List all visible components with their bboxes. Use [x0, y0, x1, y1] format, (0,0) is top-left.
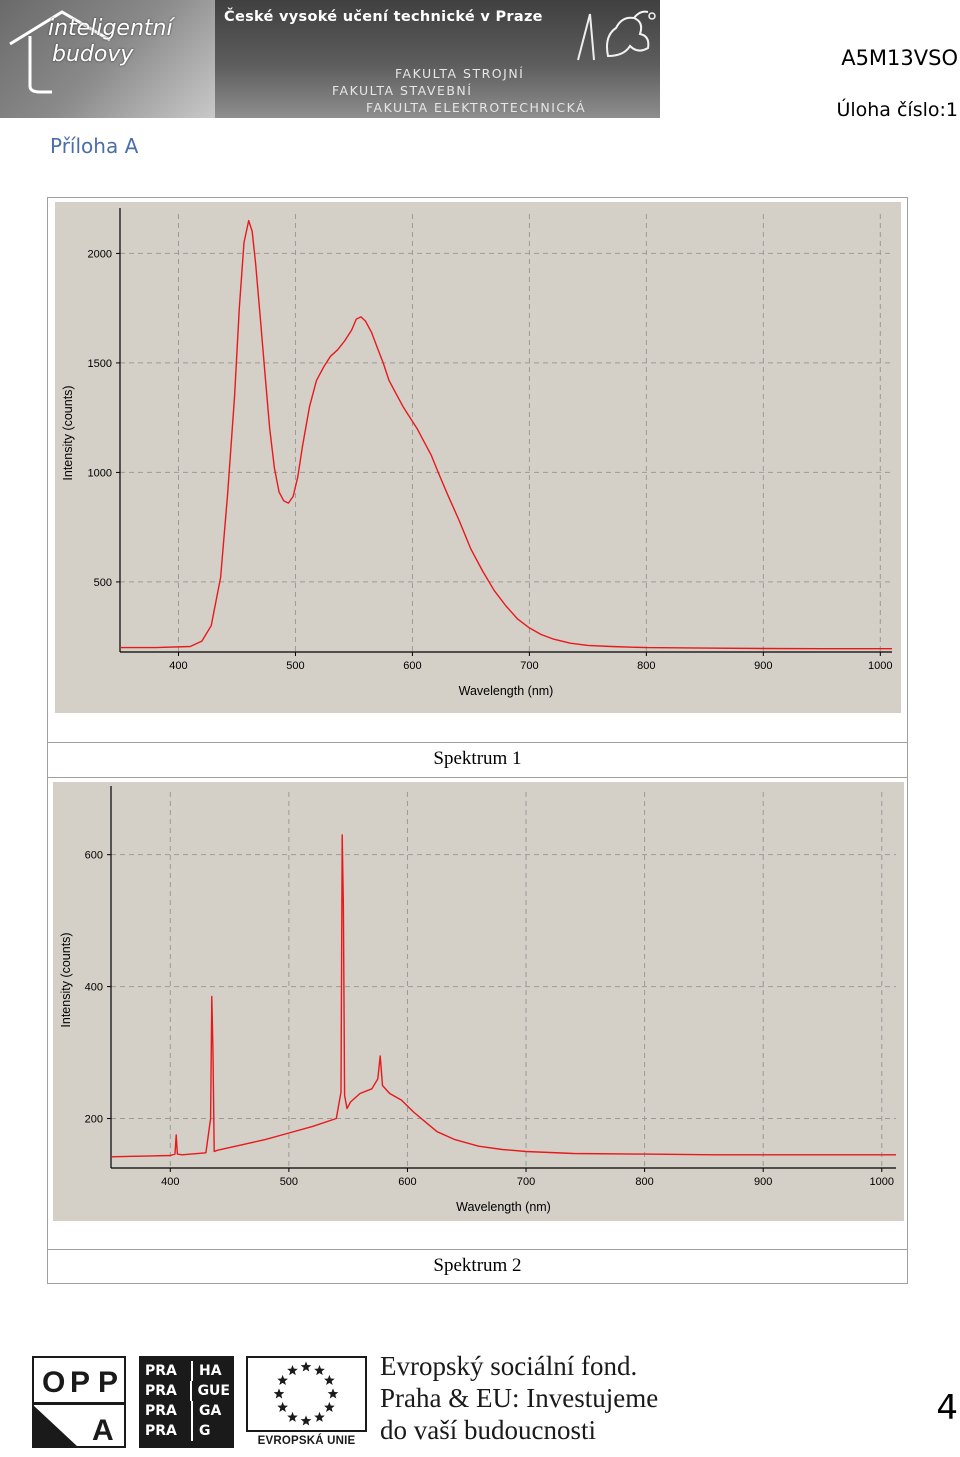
eu-star-icon [277, 1374, 288, 1386]
x-tick-label: 400 [169, 660, 187, 672]
faculty-electrical: FAKULTA ELEKTROTECHNICKÁ [366, 100, 587, 115]
x-tick-label: 500 [280, 1176, 298, 1188]
page-number: 4 [936, 1388, 958, 1428]
praha-row: PRA G [145, 1421, 230, 1441]
eu-logo: EVROPSKÁ UNIE [246, 1356, 367, 1448]
slogan-line-3: do vaší budoucnosti [380, 1415, 596, 1445]
logo-house-icon [9, 10, 111, 94]
y-tick-label: 1500 [88, 358, 112, 370]
inteligentni-budovy-logo: inteligentní budovy [0, 0, 215, 118]
course-code: A5M13VSO [841, 46, 958, 70]
opp-letter: P [98, 1366, 118, 1399]
x-tick-label: 1000 [868, 660, 892, 672]
figure-table [47, 197, 908, 1284]
y-tick-label: 400 [85, 982, 103, 994]
esf-slogan: Evropský sociální fond. Praha & EU: Inve… [380, 1350, 658, 1446]
eu-star-icon [287, 1411, 298, 1422]
opp-a-logo: O P P A [32, 1356, 126, 1448]
y-tick-label: 600 [85, 850, 103, 862]
praha-logo: PRA HA PRA GUE PRA GA PRA G [139, 1356, 234, 1448]
chart-svg: 400 500 600 700 800 900 1000 200 400 600 Wavelengt… [53, 782, 904, 1221]
praha-cell: PRA [145, 1421, 193, 1441]
faculty-civil: FAKULTA STAVEBNÍ [332, 83, 473, 98]
x-tick-label: 700 [520, 660, 538, 672]
eu-flag-icon [246, 1356, 367, 1432]
spectrum-line [120, 219, 892, 650]
eu-star-icon [314, 1365, 325, 1376]
table-divider [47, 742, 908, 743]
praha-cell: GUE [197, 1383, 230, 1399]
eu-star-icon [324, 1401, 335, 1413]
spectrum-line [110, 834, 896, 1158]
x-tick-label: 800 [635, 1176, 653, 1188]
university-name: České vysoké učení technické v Praze [224, 9, 543, 25]
logo-line-2: budovy [52, 42, 134, 67]
opp-letter: P [70, 1366, 90, 1399]
praha-cell: G [199, 1423, 211, 1439]
eu-star-icon [300, 1415, 312, 1426]
praha-row: PRA HA [145, 1361, 230, 1381]
x-tick-label: 800 [637, 660, 655, 672]
x-axis-label: Wavelength (nm) [456, 1200, 551, 1214]
x-tick-label: 900 [754, 660, 772, 672]
eu-star-icon [300, 1361, 312, 1372]
x-tick-label: 500 [286, 660, 304, 672]
task-number: Úloha číslo:1 [836, 99, 958, 121]
praha-cell: GA [199, 1403, 222, 1419]
eu-star-icon [327, 1388, 339, 1399]
logo-line-1: inteligentní [48, 16, 173, 41]
slogan-line-2: Praha & EU: Investujeme [380, 1383, 659, 1413]
praha-cell: PRA [145, 1401, 193, 1421]
x-tick-label: 900 [754, 1176, 772, 1188]
y-tick-label: 200 [85, 1114, 103, 1126]
y-tick-label: 1000 [88, 467, 112, 479]
x-tick-label: 700 [517, 1176, 535, 1188]
y-axis-label: Intensity (counts) [61, 385, 75, 480]
appendix-title: Příloha A [50, 134, 139, 158]
chart-spektrum-2: 400 500 600 700 800 900 1000 200 400 600 Wavelengt… [53, 782, 904, 1221]
praha-cell: PRA [145, 1381, 192, 1401]
logo-text: inteligentní budovy [48, 16, 173, 68]
faculty-mechanical: FAKULTA STROJNÍ [395, 66, 525, 81]
plot-background [53, 782, 904, 1221]
x-tick-label: 400 [161, 1176, 179, 1188]
eu-star-icon [273, 1388, 285, 1399]
praha-row: PRA GUE [145, 1381, 230, 1401]
x-tick-label: 1000 [870, 1176, 894, 1188]
opp-letter: A [92, 1414, 114, 1447]
eu-star-icon [314, 1411, 325, 1422]
chart-spektrum-1: 400 500 600 700 800 900 1000 500 1000 1500 2000 Wav… [55, 202, 901, 713]
y-tick-label: 500 [94, 577, 112, 589]
x-axis-label: Wavelength (nm) [459, 684, 554, 698]
eu-star-icon [287, 1365, 298, 1376]
czech-lion-emblem-icon [577, 10, 656, 61]
opp-letter: O [42, 1366, 65, 1399]
chart-svg: 400 500 600 700 800 900 1000 500 1000 1500 2000 Wav… [55, 202, 901, 713]
eu-label: EVROPSKÁ UNIE [246, 1434, 367, 1448]
eu-star-icon [324, 1374, 335, 1386]
x-tick-label: 600 [403, 660, 421, 672]
x-tick-label: 600 [398, 1176, 416, 1188]
eu-star-icon [277, 1401, 288, 1413]
table-divider [47, 777, 908, 778]
header-banner: inteligentní budovy České vysoké učení t… [0, 0, 660, 118]
caption-spektrum-1: Spektrum 1 [433, 748, 522, 769]
praha-row: PRA GA [145, 1401, 230, 1421]
plot-background [55, 202, 901, 713]
praha-cell: PRA [145, 1361, 193, 1381]
caption-spektrum-2: Spektrum 2 [433, 1255, 522, 1276]
y-axis-label: Intensity (counts) [59, 932, 73, 1027]
table-divider [47, 1249, 908, 1250]
slogan-line-1: Evropský sociální fond. [380, 1351, 638, 1381]
praha-cell: HA [199, 1363, 222, 1379]
y-tick-label: 2000 [88, 248, 112, 260]
